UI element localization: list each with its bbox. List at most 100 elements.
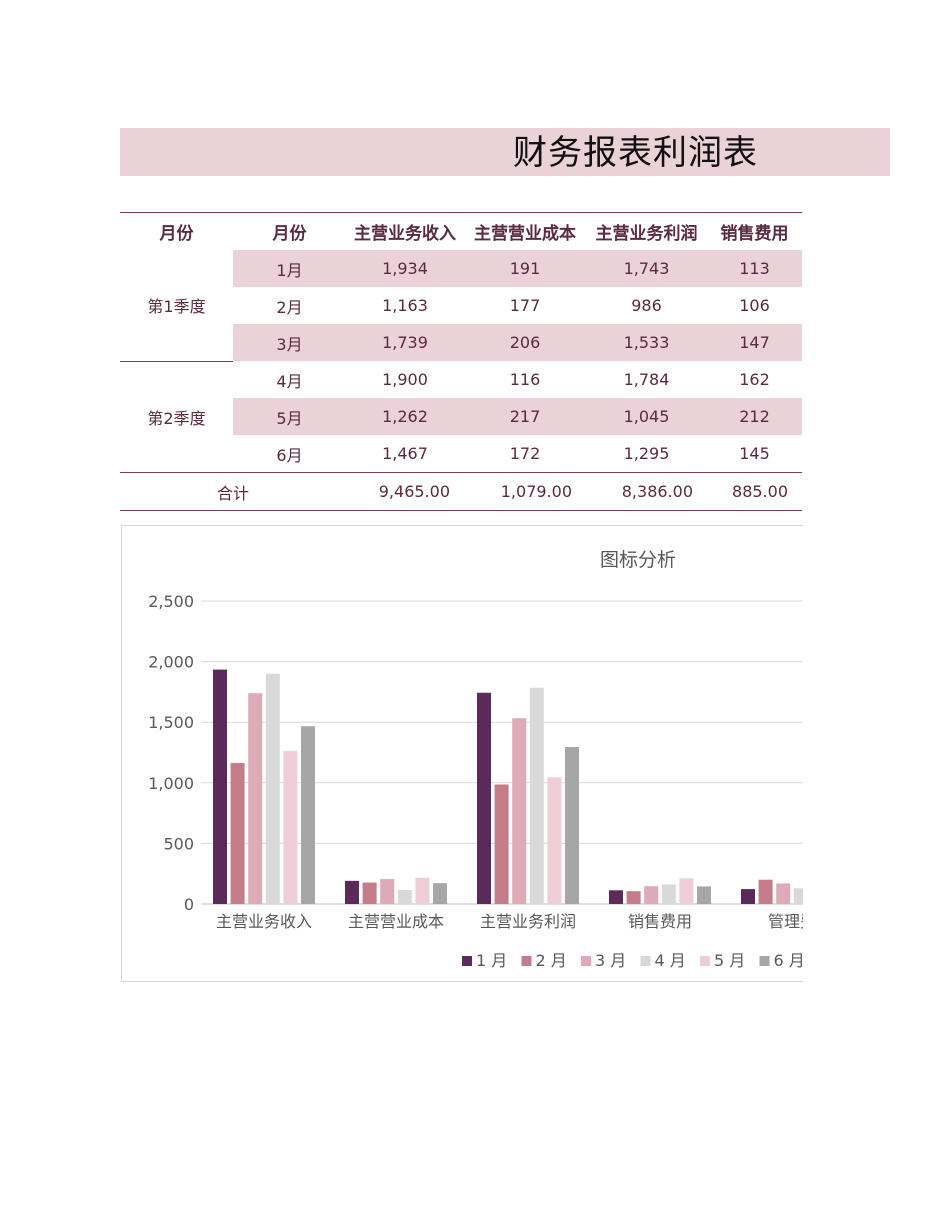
month-cell: 2月: [276, 297, 303, 317]
bar: [345, 880, 359, 904]
cost-cell: 191: [464, 250, 586, 287]
header-profit: 主营业务利润: [586, 212, 707, 250]
profit-cell: 986: [631, 296, 662, 315]
bar: [230, 763, 245, 904]
legend-swatch: [581, 956, 591, 966]
bar: [529, 687, 544, 904]
bar: [661, 884, 676, 904]
profit-cell: 1,045: [586, 398, 707, 435]
profit-cell: 1,295: [623, 444, 670, 463]
sales-expense-cell: 113: [707, 250, 802, 287]
bar: [758, 879, 773, 904]
cost-cell: 206: [464, 324, 586, 361]
revenue-cell: 1,739: [346, 324, 464, 361]
legend-swatch: [521, 956, 532, 966]
legend-swatch: [640, 956, 651, 966]
y-tick-label: 500: [163, 834, 194, 853]
bar: [494, 784, 509, 904]
profit-table: 月份 月份 主营业务收入 主营营业成本 主营业务利润 销售费用 第1季度 1月 …: [120, 212, 802, 511]
bar: [741, 889, 755, 904]
x-category-label: 主营营业成本: [348, 912, 444, 931]
bars: [213, 669, 803, 904]
bar: [283, 751, 298, 904]
page-title: 财务报表利润表: [513, 133, 758, 173]
y-tick-label: 2,500: [148, 592, 194, 611]
revenue-cell: 1,163: [382, 296, 428, 315]
month-cell: 4月: [276, 371, 303, 391]
revenue-cell: 1,262: [346, 398, 464, 435]
y-tick-label: 2,000: [148, 653, 194, 672]
chart-title: 图标分析: [600, 549, 676, 571]
y-axis: 0 500 1,000 1,500 2,000 2,500: [148, 592, 194, 914]
bar: [380, 879, 395, 904]
bar: [793, 888, 803, 904]
y-tick-label: 1,000: [148, 774, 194, 793]
bar: [248, 693, 263, 904]
table-header-row: 月份 月份 主营业务收入 主营营业成本 主营业务利润 销售费用: [120, 212, 802, 250]
legend-label: 6 月: [774, 951, 804, 970]
legend-label: 2 月: [536, 951, 567, 970]
profit-cell: 1,533: [586, 324, 707, 361]
legend-swatch: [700, 956, 710, 966]
revenue-cell: 1,467: [382, 444, 428, 463]
legend-label: 4 月: [655, 951, 686, 970]
bar: [679, 878, 694, 904]
bar-chart: 图标分析 0 500 1,000 1,500 2,000 2,500 主营业务收入 主营营业…: [148, 549, 803, 970]
bar: [626, 891, 641, 904]
revenue-cell: 1,934: [346, 250, 464, 287]
month-cell: 5月: [233, 398, 346, 435]
header-sales-expense: 销售费用: [707, 212, 802, 250]
legend-swatch: [462, 956, 472, 966]
bar: [512, 718, 527, 904]
table-row: 2月 1,163 177 986 106: [120, 287, 802, 324]
chart-area: 图标分析 0 500 1,000 1,500 2,000 2,500 主营业务收入 主营营业…: [121, 525, 803, 982]
x-category-label: 销售费用: [628, 912, 692, 931]
bar: [477, 692, 491, 904]
table-row: 第1季度 1月 1,934 191 1,743 113: [120, 250, 802, 362]
x-category-label: 管理费: [768, 912, 803, 931]
sales-expense-cell: 106: [739, 296, 770, 315]
sales-expense-cell: 212: [707, 398, 802, 435]
title-band: 财务报表利润表: [120, 128, 890, 176]
table-row: 3月 1,739 206 1,533 147: [120, 324, 802, 361]
total-sales-expense: 885.00: [707, 472, 802, 511]
bar: [433, 883, 447, 904]
cost-cell: 116: [509, 370, 541, 389]
x-category-label: 主营业务收入: [216, 912, 312, 931]
month-cell: 1月: [233, 250, 346, 287]
total-profit: 8,386.00: [586, 472, 707, 511]
x-axis: 主营业务收入 主营营业成本 主营业务利润 销售费用 管理费: [216, 912, 803, 931]
cost-cell: 217: [464, 398, 586, 435]
bar: [609, 890, 623, 904]
bar: [697, 886, 711, 904]
sales-expense-cell: 162: [739, 370, 770, 389]
quarter-label: 第1季度: [120, 250, 233, 362]
bar: [547, 777, 562, 904]
legend: 1 月 2 月 3 月 4 月 5 月 6 月: [462, 951, 803, 970]
bar: [644, 886, 659, 904]
month-cell: 6月: [276, 445, 303, 465]
legend-swatch: [759, 956, 770, 966]
bar: [397, 889, 412, 904]
sales-expense-cell: 147: [707, 324, 802, 361]
bar: [301, 726, 315, 904]
total-cost: 1,079.00: [464, 472, 586, 511]
bar: [776, 883, 791, 904]
y-tick-label: 1,500: [148, 713, 194, 732]
cost-cell: 172: [509, 444, 541, 463]
cost-cell: 177: [509, 296, 541, 315]
table-row: 6月 1,467 172 1,295 145: [120, 435, 802, 473]
profit-cell: 1,743: [586, 250, 707, 287]
total-revenue: 9,465.00: [346, 472, 464, 511]
header-quarter: 月份: [120, 212, 233, 250]
revenue-cell: 1,900: [382, 370, 428, 389]
quarter-label: 第2季度: [120, 361, 233, 473]
legend-label: 1 月: [476, 951, 507, 970]
table-row: 第2季度 4月 1,900 116 1,784 162: [120, 361, 802, 473]
y-tick-label: 0: [184, 895, 194, 914]
total-row: 合计 9,465.00 1,079.00 8,386.00 885.00: [120, 472, 802, 511]
header-month: 月份: [233, 212, 346, 250]
bar: [565, 747, 579, 904]
legend-label: 5 月: [714, 951, 745, 970]
legend-label: 3 月: [595, 951, 626, 970]
